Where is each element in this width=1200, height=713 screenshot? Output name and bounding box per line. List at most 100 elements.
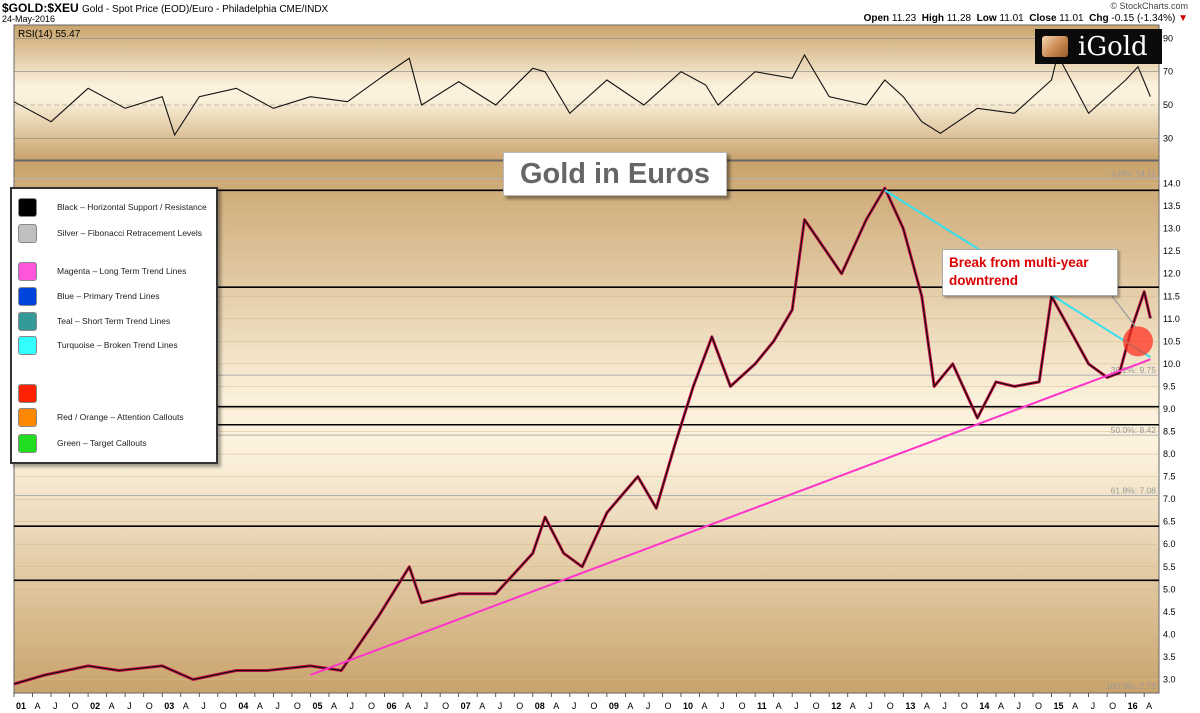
price-tick-label: 13.0 xyxy=(1163,224,1181,234)
x-tick-label: J xyxy=(53,701,58,711)
x-tick-label: 07 xyxy=(461,701,471,711)
legend-item: Turquoise – Broken Trend Lines xyxy=(18,335,178,355)
legend-swatch xyxy=(18,261,37,281)
x-tick-label: A xyxy=(183,701,189,711)
price-tick-label: 3.5 xyxy=(1163,652,1176,662)
x-tick-label: O xyxy=(220,701,227,711)
rsi-line xyxy=(13,53,1151,137)
legend: Black – Horizontal Support / Resistance S… xyxy=(10,187,218,464)
legend-label: Green – Target Callouts xyxy=(57,438,147,448)
x-tick-label: A xyxy=(405,701,411,711)
x-tick-label: J xyxy=(349,701,354,711)
chart-header: $GOLD:$XEU Gold - Spot Price (EOD)/Euro … xyxy=(0,0,1200,24)
x-tick-label: J xyxy=(868,701,873,711)
chart-title-box: Gold in Euros xyxy=(503,152,727,196)
x-tick-label: J xyxy=(794,701,799,711)
x-tick-label: O xyxy=(146,701,153,711)
fibonacci-levels: 0.0%: 14.11 38.2%: 9.75 50.0%: 8.42 61.8%: … xyxy=(14,169,1159,691)
x-tick-label: J xyxy=(1091,701,1096,711)
x-tick-label: O xyxy=(72,701,79,711)
fib-label: 100.0%: 2.73 xyxy=(1106,681,1156,691)
rsi-tick-label: 50 xyxy=(1163,100,1173,110)
x-axis: 01 A J O 02 A J O 03 A J O 04 A J O 05 A J O 06 A J O 07 A J O 08 A J O… xyxy=(13,693,1152,711)
x-tick-label: 01 xyxy=(16,701,26,711)
price-tick-label: 5.5 xyxy=(1163,562,1176,572)
rsi-series xyxy=(13,53,1151,137)
x-tick-label: A xyxy=(479,701,485,711)
legend-item: Blue – Primary Trend Lines xyxy=(18,286,160,306)
x-tick-label: 06 xyxy=(387,701,397,711)
x-tick-label: 12 xyxy=(831,701,841,711)
fib-label: 61.8%: 7.08 xyxy=(1111,486,1157,496)
price-tick-label: 10.0 xyxy=(1163,359,1181,369)
x-tick-label: 02 xyxy=(90,701,100,711)
x-tick-label: 08 xyxy=(535,701,545,711)
x-tick-label: O xyxy=(961,701,968,711)
x-tick-label: O xyxy=(516,701,523,711)
ohlc-readout: Open 11.23 High 11.28 Low 11.01 Close 11… xyxy=(863,13,1188,24)
price-tick-label: 6.0 xyxy=(1163,539,1176,549)
legend-swatch xyxy=(18,223,37,243)
x-tick-label: 15 xyxy=(1054,701,1064,711)
legend-item: Black – Horizontal Support / Resistance xyxy=(18,197,207,217)
rsi-label: RSI(14) 55.47 xyxy=(18,29,81,40)
rsi-y-axis: 30 50 70 90 xyxy=(1163,33,1173,143)
legend-swatch xyxy=(18,335,37,355)
x-tick-label: A xyxy=(257,701,263,711)
legend-swatch xyxy=(18,433,37,453)
x-tick-label: 11 xyxy=(757,701,767,711)
x-tick-label: O xyxy=(1109,701,1116,711)
price-tick-label: 5.0 xyxy=(1163,584,1176,594)
x-tick-label: O xyxy=(887,701,894,711)
price-tick-label: 10.5 xyxy=(1163,336,1181,346)
x-tick-label: J xyxy=(275,701,280,711)
x-tick-label: O xyxy=(664,701,671,711)
price-tick-label: 11.5 xyxy=(1163,291,1180,301)
price-tick-label: 8.0 xyxy=(1163,449,1176,459)
x-tick-label: O xyxy=(739,701,746,711)
fib-label: 38.2%: 9.75 xyxy=(1111,365,1157,375)
x-tick-label: A xyxy=(331,701,337,711)
x-tick-label: A xyxy=(1146,701,1152,711)
rsi-tick-label: 30 xyxy=(1163,133,1173,143)
x-tick-label: J xyxy=(572,701,577,711)
price-tick-label: 12.5 xyxy=(1163,246,1181,256)
price-tick-label: 7.0 xyxy=(1163,494,1176,504)
legend-swatch xyxy=(18,311,37,331)
legend-label: Silver – Fibonacci Retracement Levels xyxy=(57,228,203,238)
x-tick-label: A xyxy=(924,701,930,711)
x-tick-label: O xyxy=(294,701,301,711)
x-tick-label: O xyxy=(1035,701,1042,711)
x-tick-label: 03 xyxy=(164,701,174,711)
igold-logo: iGold xyxy=(1035,29,1162,64)
x-tick-label: 13 xyxy=(905,701,915,711)
x-tick-label: A xyxy=(1072,701,1078,711)
price-line xyxy=(13,187,1151,685)
x-tick-label: A xyxy=(776,701,782,711)
fib-label: 0.0%: 14.11 xyxy=(1111,169,1156,179)
brand-credit: © StockCharts.com xyxy=(1110,1,1188,11)
price-tick-label: 14.0 xyxy=(1163,179,1181,189)
legend-item: Red / Orange – Attention Callouts xyxy=(18,407,184,427)
legend-item: Silver – Fibonacci Retracement Levels xyxy=(18,223,202,243)
symbol: $GOLD:$XEU xyxy=(2,1,79,15)
legend-swatch xyxy=(18,383,37,403)
gold-bar-icon xyxy=(1042,36,1068,57)
x-tick-label: O xyxy=(590,701,597,711)
x-tick-label: A xyxy=(627,701,633,711)
x-tick-label: 10 xyxy=(683,701,693,711)
legend-label: Black – Horizontal Support / Resistance xyxy=(57,202,207,212)
price-tick-label: 6.5 xyxy=(1163,517,1176,527)
x-tick-label: A xyxy=(702,701,708,711)
rsi-tick-label: 70 xyxy=(1163,67,1173,77)
x-tick-label: 04 xyxy=(238,701,248,711)
x-tick-label: J xyxy=(1016,701,1021,711)
price-tick-label: 12.0 xyxy=(1163,269,1181,279)
x-tick-label: J xyxy=(646,701,651,711)
x-tick-label: 16 xyxy=(1128,701,1138,711)
logo-text: iGold xyxy=(1078,31,1148,62)
symbol-description: Gold - Spot Price (EOD)/Euro - Philadelp… xyxy=(82,4,329,15)
x-tick-label: O xyxy=(442,701,449,711)
rsi-gridlines xyxy=(14,38,1159,139)
legend-swatch xyxy=(18,286,37,306)
